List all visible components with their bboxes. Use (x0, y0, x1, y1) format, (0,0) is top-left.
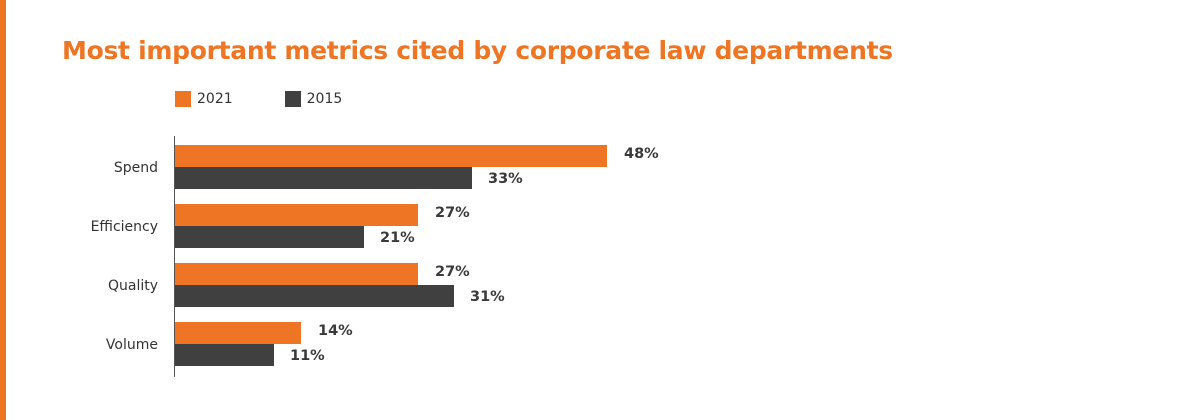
legend-swatch-2015 (284, 91, 301, 107)
legend-label-2021: 2021 (197, 91, 233, 107)
value-label-2015-volume: 11% (290, 348, 325, 364)
bar-2015-volume (175, 344, 274, 366)
bar-2021-efficiency (175, 204, 418, 226)
category-label-spend: Spend (114, 160, 158, 176)
legend-swatch-2021 (175, 91, 191, 107)
legend-item-2021: 2021 (175, 91, 233, 107)
value-label-2015-spend: 33% (488, 171, 523, 187)
value-label-2015-efficiency: 21% (380, 230, 415, 246)
value-label-2021-volume: 14% (318, 323, 353, 339)
value-label-2021-efficiency: 27% (435, 205, 470, 221)
chart-title: Most important metrics cited by corporat… (62, 36, 893, 65)
legend-item-2015: 2015 (284, 91, 343, 107)
value-label-2015-quality: 31% (470, 289, 505, 305)
bar-2021-quality (175, 263, 418, 285)
legend: 2021 2015 (175, 91, 394, 107)
value-label-2021-spend: 48% (624, 146, 659, 162)
legend-label-2015: 2015 (306, 91, 343, 107)
bar-2015-spend (175, 167, 472, 189)
category-label-efficiency: Efficiency (91, 219, 158, 235)
value-label-2021-quality: 27% (435, 264, 470, 280)
bar-2021-volume (175, 322, 301, 344)
accent-bar (0, 0, 6, 420)
bar-2015-efficiency (175, 226, 364, 248)
bar-2021-spend (175, 145, 607, 167)
category-label-volume: Volume (106, 337, 158, 353)
category-label-quality: Quality (108, 278, 158, 294)
bar-2015-quality (175, 285, 454, 307)
